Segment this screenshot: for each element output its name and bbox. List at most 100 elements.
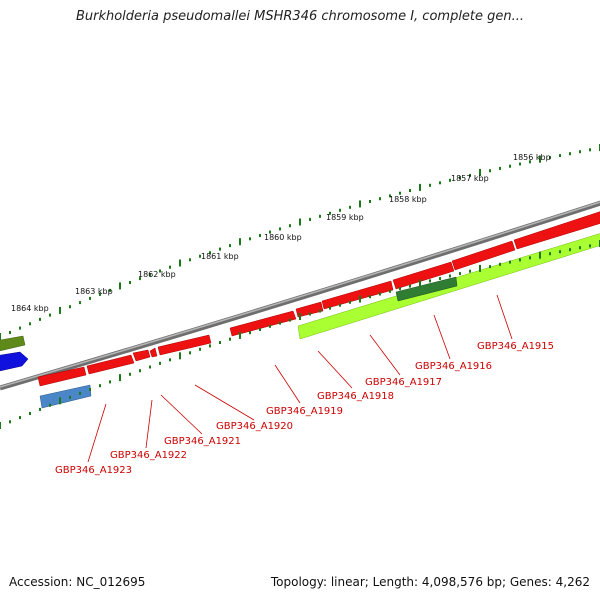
tick-label-1858: 1858 kbp [389, 195, 427, 204]
outer-ring-minor-tick [139, 277, 141, 281]
outer-ring-minor-tick [229, 244, 231, 248]
inner-ring-major-tick [539, 251, 541, 259]
inner-ring-minor-tick [259, 328, 261, 331]
inner-ring-major-tick [299, 313, 301, 320]
outer-ring-minor-tick [559, 154, 561, 158]
outer-ring-minor-tick [349, 205, 351, 209]
gene-label-a1918: GBP346_A1918 [317, 391, 394, 402]
outer-ring-minor-tick [259, 234, 261, 237]
inner-ring-minor-tick [279, 321, 281, 325]
gene-label-a1921: GBP346_A1921 [164, 436, 241, 447]
gene-a1915a-arrow [451, 240, 516, 271]
leader-a1922 [145, 399, 153, 449]
gene-steelblue-a1923 [39, 384, 92, 409]
outer-ring-minor-tick [9, 331, 11, 334]
gene-labels: GBP346_A1923 GBP346_A1922 GBP346_A1921 G… [55, 341, 554, 476]
gene-a1919-arrow [229, 310, 297, 337]
gene-label-a1915: GBP346_A1915 [477, 341, 554, 352]
inner-ring-minor-tick [129, 372, 131, 376]
outer-ring-minor-tick [589, 148, 591, 152]
inner-ring-minor-tick [269, 324, 271, 328]
inner-ring-minor-tick [499, 262, 501, 266]
tick-label-1857: 1857 kbp [451, 174, 489, 183]
tick-label-1856: 1856 kbp [513, 153, 551, 162]
inner-ring-minor-tick [99, 384, 101, 388]
inner-ring-minor-tick [589, 244, 591, 248]
inner-ring-minor-tick [379, 292, 381, 296]
gene-darkgreen-feature [395, 276, 458, 302]
outer-ring-minor-tick [369, 200, 371, 203]
inner-ring-minor-tick [9, 420, 11, 424]
gene-royal-blue-left [0, 351, 29, 372]
gene-a1917-arrow [321, 280, 394, 310]
inner-ring-minor-tick [559, 250, 561, 254]
inner-ring-major-tick [239, 331, 241, 339]
outer-ring-minor-tick [69, 305, 71, 309]
inner-ring-minor-tick [169, 358, 171, 362]
outer-ring-minor-tick [129, 281, 131, 284]
leader-a1917 [369, 334, 401, 376]
outer-ring-minor-tick [499, 166, 501, 170]
outer-ring-major-tick [119, 282, 121, 290]
inner-scale-ring [0, 240, 600, 429]
inner-ring-minor-tick [439, 277, 441, 280]
inner-ring-minor-tick [519, 258, 521, 262]
outer-ring-minor-tick [509, 164, 511, 168]
outer-ring-minor-tick [29, 322, 31, 326]
leader-a1923 [87, 403, 107, 463]
outer-ring-minor-tick [209, 251, 211, 255]
outer-ring-minor-tick [89, 296, 91, 300]
outer-ring-major-tick [239, 238, 241, 246]
inner-ring-minor-tick [49, 403, 51, 407]
inner-ring-minor-tick [29, 412, 31, 415]
inner-ring-minor-tick [199, 347, 201, 351]
inner-ring-minor-tick [469, 269, 471, 273]
outer-ring-minor-tick [389, 194, 391, 198]
inner-ring-minor-tick [429, 279, 431, 283]
inner-ring-minor-tick [489, 265, 491, 269]
inner-ring-minor-tick [149, 365, 151, 369]
outer-ring-minor-tick [99, 292, 101, 296]
inner-ring-minor-tick [459, 272, 461, 276]
genome-summary: Topology: linear; Length: 4,098,576 bp; … [270, 575, 590, 589]
gene-label-a1919: GBP346_A1919 [266, 406, 343, 417]
leader-a1916 [433, 314, 451, 360]
leader-a1918 [317, 350, 353, 389]
outer-ring-minor-tick [19, 326, 21, 330]
inner-ring-minor-tick [329, 306, 331, 310]
inner-ring-minor-tick [219, 341, 221, 344]
inner-ring-minor-tick [229, 337, 231, 341]
inner-ring-minor-tick [369, 295, 371, 299]
inner-ring-minor-tick [569, 248, 571, 252]
outer-ring-minor-tick [249, 237, 251, 241]
gene-label-a1916: GBP346_A1916 [415, 361, 492, 372]
outer-ring-minor-tick [79, 301, 81, 305]
outer-ring-minor-tick [469, 173, 471, 177]
outer-ring-minor-tick [489, 169, 491, 173]
tick-label-1860: 1860 kbp [264, 233, 302, 242]
gene-a1916-arrow [392, 261, 455, 290]
outer-ring-minor-tick [459, 176, 461, 180]
inner-ring-minor-tick [109, 380, 111, 384]
map-title: Burkholderia pseudomallei MSHR346 chromo… [75, 9, 525, 24]
outer-ring-major-tick [59, 306, 61, 314]
gene-a1920-arrow [157, 334, 212, 356]
label-leaders [87, 294, 513, 463]
inner-ring-minor-tick [19, 416, 21, 420]
inner-ring-minor-tick [139, 369, 141, 373]
outer-ring-minor-tick [169, 265, 171, 269]
inner-ring-minor-tick [339, 303, 341, 307]
inner-ring-minor-tick [409, 284, 411, 288]
gene-olive-left [0, 335, 26, 352]
inner-ring-minor-tick [579, 246, 581, 250]
inner-ring-major-tick [359, 295, 361, 303]
outer-ring-minor-tick [449, 178, 451, 182]
leader-a1919 [274, 364, 301, 404]
outer-ring-minor-tick [329, 211, 331, 215]
outer-ring-major-tick [479, 169, 481, 176]
chromosome-backbone-highlight [0, 201, 600, 388]
tick-label-1864: 1864 kbp [11, 304, 49, 313]
gene-a1915b-arrow [513, 211, 600, 250]
outer-ring-minor-tick [269, 230, 271, 234]
